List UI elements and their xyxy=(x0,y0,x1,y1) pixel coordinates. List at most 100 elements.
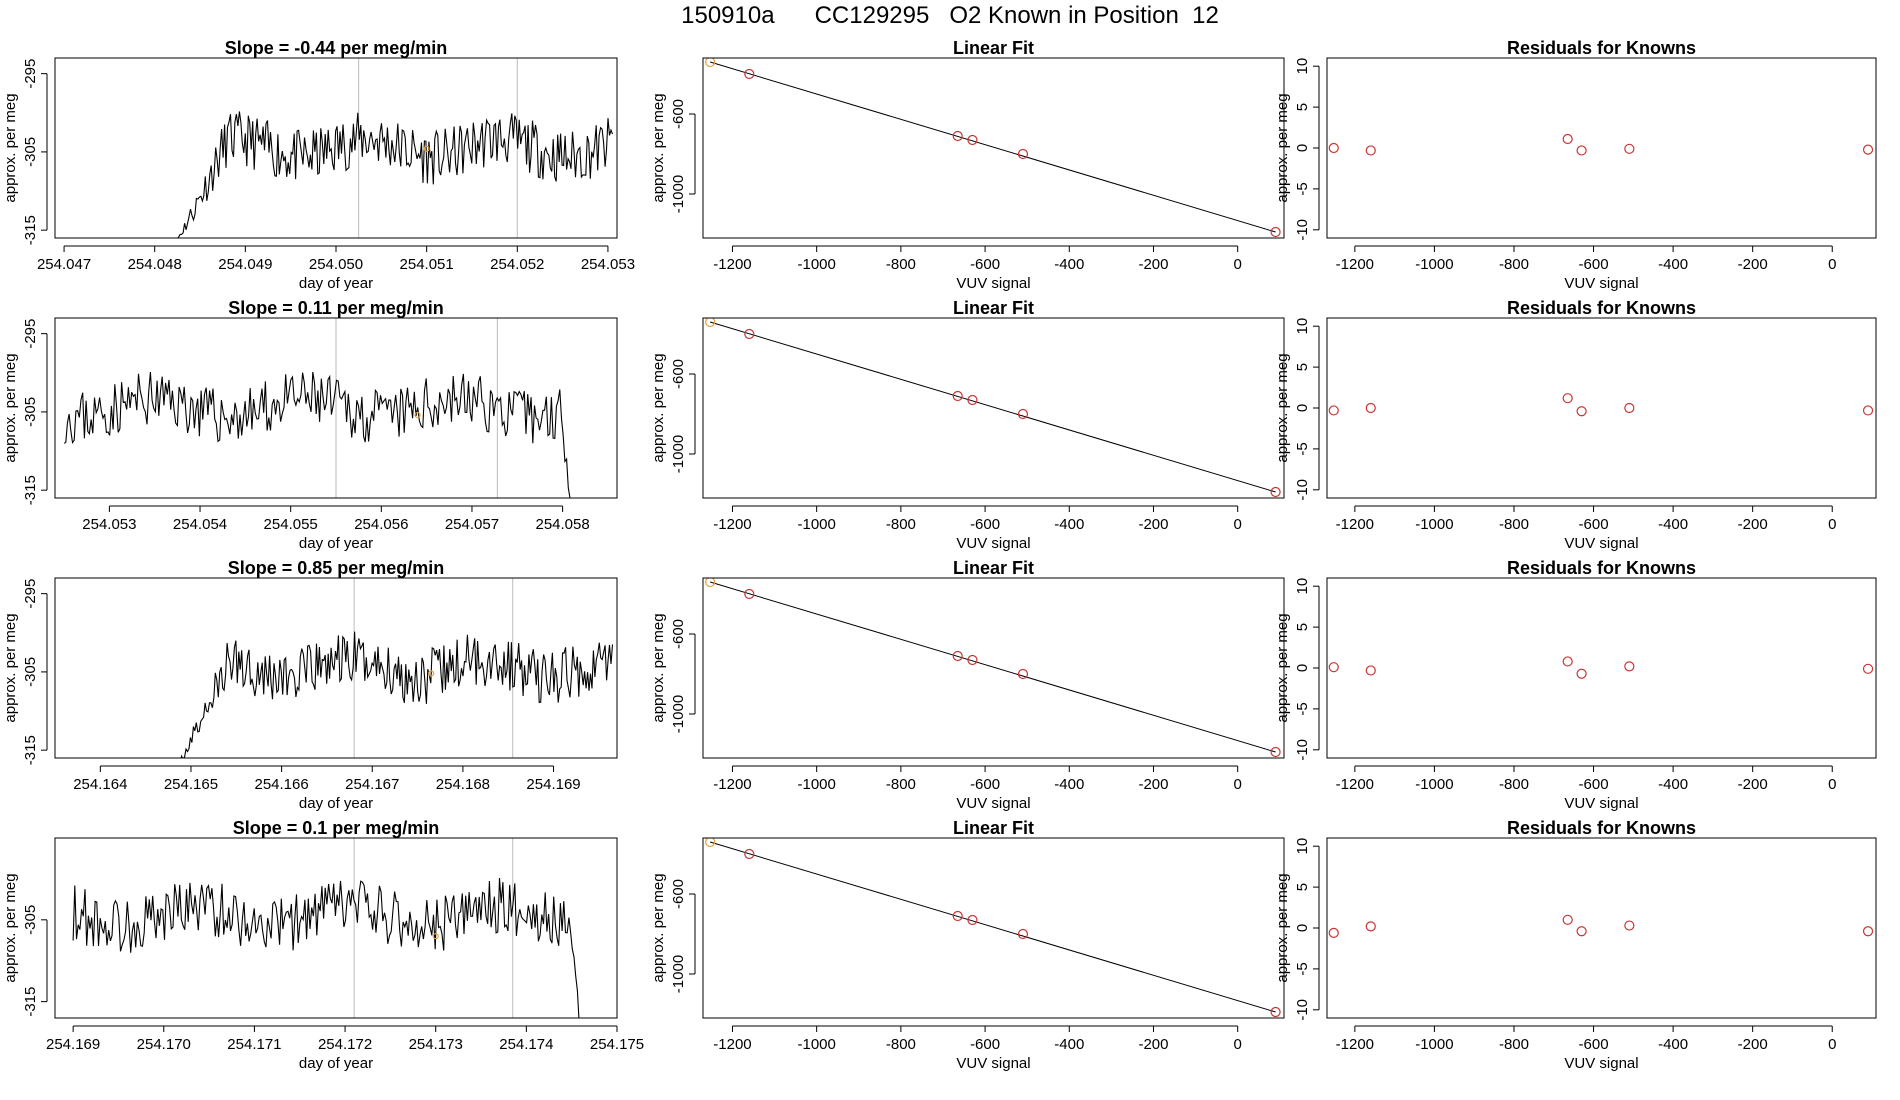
x-tick-label: -200 xyxy=(1138,776,1168,793)
y-axis-label: approx. per meg xyxy=(650,613,667,722)
x-tick-label: 254.056 xyxy=(354,516,408,533)
x-tick-label: -800 xyxy=(886,1036,916,1053)
panel-0-0: Slope = -0.44 per meg/min 254.047 254.048 2… xyxy=(2,38,635,292)
fit-line xyxy=(710,581,1276,753)
x-tick-label: -600 xyxy=(970,776,1000,793)
data-point xyxy=(1017,668,1029,680)
y-tick-label: -5 xyxy=(1294,962,1311,975)
plot-area xyxy=(63,371,571,498)
x-tick-label: -200 xyxy=(1738,256,1768,273)
data-point xyxy=(1576,926,1587,937)
x-tick-label: -600 xyxy=(970,1036,1000,1053)
x-tick-label: 254.053 xyxy=(581,256,635,273)
figure-title: 150910a CC129295 O2 Known in Position 12 xyxy=(681,2,1219,29)
plot-area xyxy=(705,838,1281,1018)
x-tick-label: -200 xyxy=(1738,516,1768,533)
data-point xyxy=(705,578,716,588)
x-tick-label: -200 xyxy=(1138,1036,1168,1053)
y-tick-label: -305 xyxy=(22,657,39,687)
y-tick-label: -305 xyxy=(22,137,39,167)
data-point xyxy=(1576,145,1587,156)
x-tick-label: -1000 xyxy=(797,776,835,793)
panel-1-1: Linear Fit -1200 -1000 -800 -600 -400 -200 0 VUV… xyxy=(650,298,1285,552)
series-line xyxy=(72,877,580,1018)
panel-title: Slope = 0.1 per meg/min xyxy=(233,818,440,838)
x-tick-label: -400 xyxy=(1054,1036,1084,1053)
data-point xyxy=(1562,133,1573,145)
plot-frame xyxy=(702,57,1285,239)
y-tick-label: -5 xyxy=(1294,182,1311,195)
y-tick-label: 10 xyxy=(1294,318,1311,335)
x-axis-label: VUV signal xyxy=(1564,795,1638,812)
y-tick-label: -315 xyxy=(22,215,39,245)
y-tick-label: -1000 xyxy=(670,175,687,213)
y-axis-label: approx. per meg xyxy=(1274,353,1291,462)
data-point xyxy=(967,914,978,926)
x-tick-label: 0 xyxy=(1828,256,1836,273)
x-axis-label: day of year xyxy=(299,1055,373,1072)
data-point xyxy=(1862,926,1874,937)
series-line xyxy=(177,111,614,238)
panel-title: Residuals for Knowns xyxy=(1507,298,1696,318)
x-tick-label: -1200 xyxy=(713,1036,751,1053)
x-tick-label: -800 xyxy=(886,256,916,273)
panel-3-2: Residuals for Knowns-1200 -1000 -800 -600 -4… xyxy=(1274,818,1877,1072)
x-tick-label: -800 xyxy=(886,776,916,793)
panel-0-1: Linear Fit -1200 -1000 -800 -600 -400 -200 0 VUV… xyxy=(650,38,1285,292)
panel-2-0: Slope = 0.85 per meg/min 254.164 254.165 25… xyxy=(2,558,618,812)
y-axis-label: approx. per meg xyxy=(2,873,19,982)
x-tick-label: 254.048 xyxy=(128,256,182,273)
y-tick-label: 5 xyxy=(1294,363,1311,371)
x-tick-label: -600 xyxy=(970,516,1000,533)
x-tick-label: 254.170 xyxy=(137,1036,191,1053)
plot-frame xyxy=(702,577,1285,759)
x-tick-label: -600 xyxy=(970,256,1000,273)
y-axis-label: approx. per meg xyxy=(650,93,667,202)
x-tick-label: 0 xyxy=(1828,516,1836,533)
x-tick-label: 254.171 xyxy=(227,1036,281,1053)
y-tick-label: -305 xyxy=(22,397,39,427)
data-point xyxy=(952,650,963,662)
x-tick-label: -400 xyxy=(1658,1036,1688,1053)
x-tick-label: 254.169 xyxy=(526,776,580,793)
data-point xyxy=(1328,662,1339,673)
x-axis-label: VUV signal xyxy=(1564,535,1638,552)
x-tick-label: -1200 xyxy=(713,516,751,533)
y-tick-label: 5 xyxy=(1294,103,1311,111)
y-axis-label: approx. per meg xyxy=(2,93,19,202)
x-tick-label: 254.173 xyxy=(409,1036,463,1053)
x-tick-label: -200 xyxy=(1138,256,1168,273)
data-point xyxy=(952,910,963,922)
data-point xyxy=(1270,226,1281,238)
data-point xyxy=(1624,143,1635,154)
y-tick-label: -295 xyxy=(22,319,39,349)
panel-title: Linear Fit xyxy=(953,38,1034,58)
data-point xyxy=(952,390,963,402)
data-point xyxy=(705,838,716,848)
x-tick-label: -1200 xyxy=(1336,516,1374,533)
y-axis-label: approx. per meg xyxy=(650,873,667,982)
plot-frame xyxy=(54,57,618,239)
x-tick-label: -800 xyxy=(886,516,916,533)
data-point xyxy=(952,130,963,142)
x-tick-label: 254.165 xyxy=(164,776,218,793)
data-point xyxy=(744,848,755,860)
data-point xyxy=(967,394,978,406)
x-tick-label: 0 xyxy=(1828,776,1836,793)
data-point xyxy=(1576,668,1587,679)
data-point xyxy=(967,134,978,146)
plot-frame xyxy=(702,837,1285,1019)
x-axis-label: day of year xyxy=(299,795,373,812)
panel-2-1: Linear Fit -1200 -1000 -800 -600 -400 -200 0 VUV… xyxy=(650,558,1285,812)
plot-frame xyxy=(702,317,1285,499)
plot-area xyxy=(55,631,614,758)
x-tick-label: -1000 xyxy=(1415,256,1453,273)
data-point xyxy=(744,328,755,340)
x-tick-label: -400 xyxy=(1658,776,1688,793)
y-tick-label: -600 xyxy=(670,879,687,909)
plot-frame xyxy=(1326,57,1877,239)
x-tick-label: -600 xyxy=(1579,1036,1609,1053)
data-point xyxy=(1365,145,1376,156)
y-tick-label: 0 xyxy=(1294,924,1311,932)
data-point xyxy=(1328,405,1339,416)
